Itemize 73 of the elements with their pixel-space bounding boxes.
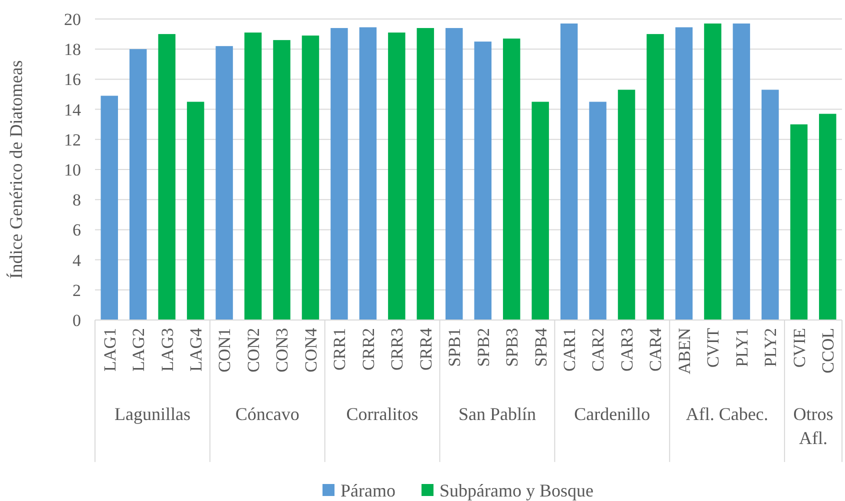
- text: Otros Afl.: [793, 404, 834, 448]
- bar: [819, 114, 836, 320]
- x-tick-label: SPB4: [531, 328, 550, 367]
- bar: [646, 34, 664, 320]
- y-tick-label: 16: [64, 70, 81, 90]
- bar: [302, 36, 320, 320]
- y-tick-label: 14: [64, 100, 82, 120]
- bar: [244, 32, 262, 320]
- bar: [675, 27, 693, 320]
- x-tick-label: CVIE: [790, 328, 809, 368]
- x-tick-label: LAG2: [129, 328, 148, 372]
- x-tick-label: CON2: [244, 328, 263, 372]
- y-tick-label: 2: [72, 280, 81, 300]
- bar: [589, 102, 606, 320]
- bar: [732, 24, 750, 320]
- bar: [474, 42, 492, 320]
- x-tick-label: SPB3: [502, 328, 522, 367]
- bar: [186, 102, 204, 320]
- x-tick-label: CON1: [215, 328, 234, 372]
- x-tick-label: CRR4: [416, 328, 436, 371]
- y-tick-label: 4: [72, 250, 82, 270]
- y-tick-label: 18: [64, 40, 81, 60]
- y-tick-label: 10: [64, 160, 81, 180]
- bar: [129, 49, 147, 320]
- bar: [560, 24, 578, 320]
- text: Corralitos: [346, 404, 418, 424]
- bar: [532, 102, 549, 320]
- y-tick-label: 6: [72, 220, 81, 240]
- bar: [359, 27, 377, 320]
- y-tick-label: 12: [64, 130, 81, 150]
- x-tick-label: PLY1: [732, 328, 752, 367]
- bar: [618, 90, 636, 320]
- bar: [216, 46, 233, 320]
- x-tick-label: CAR3: [617, 328, 636, 372]
- bar: [273, 40, 290, 320]
- x-tick-label: SPB2: [474, 328, 493, 367]
- x-tick-label: CON3: [272, 328, 292, 372]
- bar: [502, 38, 520, 320]
- legend-label: Subpáramo y Bosque: [440, 480, 594, 500]
- text: Lagunillas: [114, 404, 190, 424]
- bar: [158, 34, 176, 320]
- bar: [388, 32, 406, 320]
- x-tick-label: SPB1: [445, 328, 464, 367]
- x-tick-label: PLY2: [761, 328, 780, 367]
- bar: [446, 28, 463, 320]
- text: Cardenillo: [574, 404, 650, 424]
- bar: [762, 90, 779, 320]
- y-tick-label: 20: [64, 10, 81, 29]
- bar: [704, 24, 722, 320]
- text: San Pablín: [458, 404, 536, 424]
- x-tick-label: CRR2: [358, 328, 378, 371]
- x-tick-label: CCOL: [818, 328, 838, 374]
- y-tick-label: 0: [72, 310, 81, 330]
- x-tick-label: CVIT: [704, 327, 723, 368]
- x-tick-label: LAG3: [158, 328, 177, 372]
- x-tick-label: CRR1: [330, 328, 350, 371]
- bar: [330, 28, 348, 320]
- y-tick-label: 8: [72, 190, 81, 210]
- text: Cóncavo: [235, 404, 300, 424]
- legend-label: Páramo: [340, 480, 396, 500]
- bar: [790, 124, 808, 320]
- x-tick-label: CON4: [301, 328, 320, 372]
- x-tick-label: CRR3: [388, 328, 407, 371]
- bar: [100, 96, 118, 320]
- x-tick-label: ABEN: [674, 328, 694, 374]
- x-tick-label: CAR4: [646, 328, 666, 372]
- y-axis-title: Índice Genérico de Diatomeas: [6, 60, 26, 279]
- bar: [416, 28, 434, 320]
- x-tick-label: CAR1: [560, 328, 580, 372]
- text: Afl. Cabec.: [686, 404, 768, 424]
- x-tick-label: LAG4: [186, 328, 206, 372]
- x-tick-label: CAR2: [588, 328, 608, 372]
- x-tick-label: LAG1: [100, 328, 120, 372]
